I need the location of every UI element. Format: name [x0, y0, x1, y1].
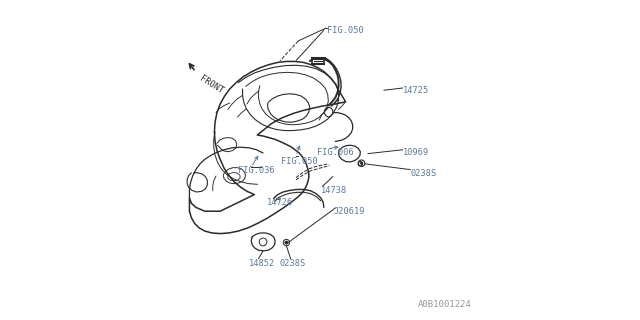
Circle shape	[285, 241, 288, 244]
Text: FIG.050: FIG.050	[281, 157, 317, 166]
Text: A0B1001224: A0B1001224	[419, 300, 472, 309]
Text: 14726: 14726	[268, 198, 294, 207]
Text: 14725: 14725	[403, 86, 429, 95]
Text: FIG.050: FIG.050	[327, 26, 364, 35]
Text: 0238S: 0238S	[410, 169, 436, 178]
Text: FIG.006: FIG.006	[317, 148, 354, 157]
Circle shape	[360, 162, 363, 164]
Text: J20619: J20619	[333, 207, 365, 216]
Text: 10969: 10969	[403, 148, 429, 157]
Text: FRONT: FRONT	[198, 74, 225, 96]
Text: FIG.036: FIG.036	[239, 166, 275, 175]
Text: 14738: 14738	[321, 186, 347, 195]
Text: 14852: 14852	[249, 259, 275, 268]
Text: 0238S: 0238S	[279, 259, 305, 268]
